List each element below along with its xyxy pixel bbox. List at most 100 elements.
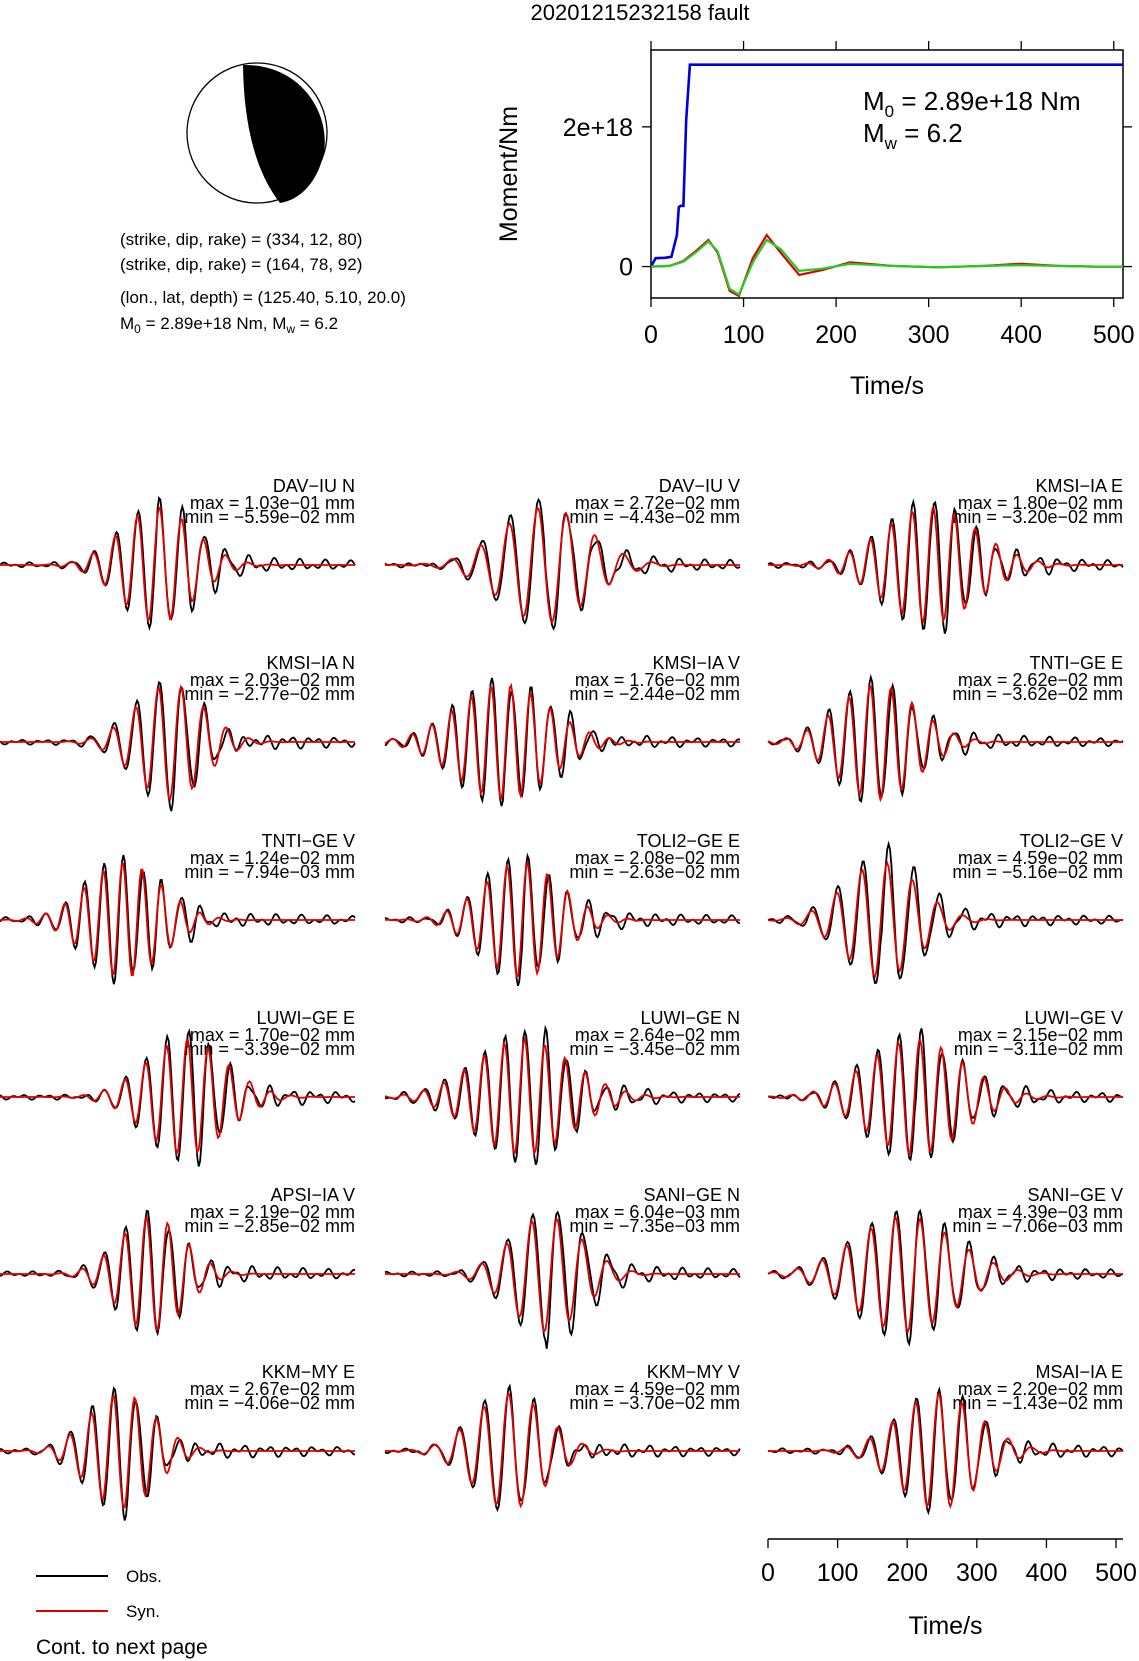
station-min: min = −2.63e−02 mm: [569, 862, 740, 882]
station-max: max = 2.08e−02 mm: [575, 848, 740, 868]
legend-syn-label: Syn.: [126, 1602, 160, 1621]
moment-x-tick-label: 100: [723, 321, 765, 349]
synthetic-trace: [0, 1394, 355, 1510]
station-max: max = 2.03e−02 mm: [190, 670, 355, 690]
moment-x-axis-label: Time/s: [850, 372, 924, 400]
station-max: max = 2.72e−02 mm: [575, 493, 740, 513]
station-max: max = 2.64e−02 mm: [575, 1025, 740, 1045]
mechanism-info: (strike, dip, rake) = (334, 12, 80) (str…: [120, 230, 406, 336]
legend: Obs. Syn.: [36, 1567, 162, 1621]
station-label: KMSI−IA E: [1035, 476, 1123, 496]
moment-x-tick-label: 200: [815, 321, 857, 349]
synthetic-trace: [384, 682, 740, 800]
station-label: TOLI2−GE V: [1020, 831, 1123, 851]
synthetic-trace: [385, 1390, 740, 1509]
mechanism-magnitude: M0 = 2.89e+18 Nm, Mw = 6.2: [120, 314, 338, 336]
station-label: KMSI−IA N: [266, 653, 355, 673]
synthetic-trace: [385, 1217, 740, 1334]
station-max: max = 1.24e−02 mm: [190, 848, 355, 868]
station-min: min = −3.11e−02 mm: [954, 1039, 1123, 1059]
station-min: min = −2.44e−02 mm: [569, 684, 740, 704]
moment-x-tick-label: 300: [908, 321, 950, 349]
mechanism-location: (lon., lat, depth) = (125.40, 5.10, 20.0…: [120, 288, 406, 307]
station-max: max = 4.39e−03 mm: [958, 1202, 1123, 1222]
station-max: max = 2.15e−02 mm: [958, 1025, 1123, 1045]
moment-chart: 0 100 200 300 400 500 0 2e+18 Time/s Moment/Nm M0 …: [495, 41, 1135, 400]
synthetic-trace: [767, 685, 1123, 803]
synthetic-trace: [768, 507, 1123, 626]
station-min: min = −3.70e−02 mm: [569, 1393, 740, 1413]
moment-plot-frame: [650, 49, 1124, 299]
moment-annotation-mw: Mw = 6.2: [863, 118, 963, 153]
station-min: min = −7.35e−03 mm: [569, 1216, 740, 1236]
station-max: max = 4.59e−02 mm: [575, 1379, 740, 1399]
observed-trace: [384, 1024, 741, 1165]
station-label: KKM−MY V: [647, 1362, 740, 1382]
station-max: max = 1.03e−01 mm: [190, 493, 355, 513]
station-max: max = 2.62e−02 mm: [958, 670, 1123, 690]
synthetic-trace: [0, 684, 355, 803]
synthetic-trace: [385, 860, 740, 978]
moment-series-0: [649, 63, 1123, 268]
station-max: max = 2.19e−02 mm: [190, 1202, 355, 1222]
waveform-x-tick-label: 100: [817, 1559, 859, 1587]
station-label: SANI−GE V: [1027, 1185, 1123, 1205]
synthetic-trace: [0, 505, 355, 623]
station-min: min = −3.39e−02 mm: [184, 1039, 355, 1059]
station-label: LUWI−GE N: [640, 1008, 740, 1028]
station-label: LUWI−GE V: [1024, 1008, 1123, 1028]
continuation-note: Cont. to next page: [36, 1636, 208, 1659]
observed-trace: [0, 1209, 356, 1337]
station-max: max = 1.80e−02 mm: [958, 493, 1123, 513]
moment-y-axis-label: Moment/Nm: [495, 106, 523, 242]
synthetic-trace: [0, 1214, 355, 1331]
synthetic-trace: [767, 1214, 1123, 1335]
station-min: min = −3.45e−02 mm: [569, 1039, 740, 1059]
mechanism-np2: (strike, dip, rake) = (164, 78, 92): [120, 255, 362, 274]
beachball-compressional-quadrant: [243, 64, 325, 203]
station-label: TOLI2−GE E: [637, 831, 740, 851]
moment-annotation-m0: M0 = 2.89e+18 Nm: [863, 86, 1081, 121]
moment-x-tick-label: 400: [1000, 321, 1042, 349]
station-label: TNTI−GE V: [261, 831, 355, 851]
focal-mechanism-beachball: [186, 62, 328, 204]
station-label: TNTI−GE E: [1029, 653, 1123, 673]
station-min: min = −2.85e−02 mm: [184, 1216, 355, 1236]
waveform-time-axis: 0 100 200 300 400 500 Time/s: [761, 1538, 1137, 1640]
station-label: DAV−IU N: [273, 476, 355, 496]
observed-trace: [0, 1027, 356, 1167]
waveform-x-axis-label: Time/s: [908, 1612, 982, 1640]
station-label: LUWI−GE E: [256, 1008, 355, 1028]
station-min: min = −2.77e−02 mm: [184, 684, 355, 704]
observed-trace: [384, 1210, 741, 1349]
synthetic-trace: [768, 1392, 1123, 1509]
station-max: max = 2.20e−02 mm: [958, 1379, 1123, 1399]
station-min: min = −3.62e−02 mm: [952, 684, 1123, 704]
mechanism-np1: (strike, dip, rake) = (334, 12, 80): [120, 230, 362, 249]
station-min: min = −7.94e−03 mm: [184, 862, 355, 882]
station-min: min = −5.59e−02 mm: [184, 507, 355, 527]
synthetic-trace: [384, 1036, 740, 1156]
legend-obs-label: Obs.: [126, 1567, 162, 1586]
synthetic-trace: [767, 1037, 1123, 1158]
station-min: min = −1.43e−02 mm: [952, 1393, 1123, 1413]
station-label: KMSI−IA V: [652, 653, 740, 673]
moment-y-tick-label: 2e+18: [563, 114, 633, 142]
station-max: max = 4.59e−02 mm: [958, 848, 1123, 868]
